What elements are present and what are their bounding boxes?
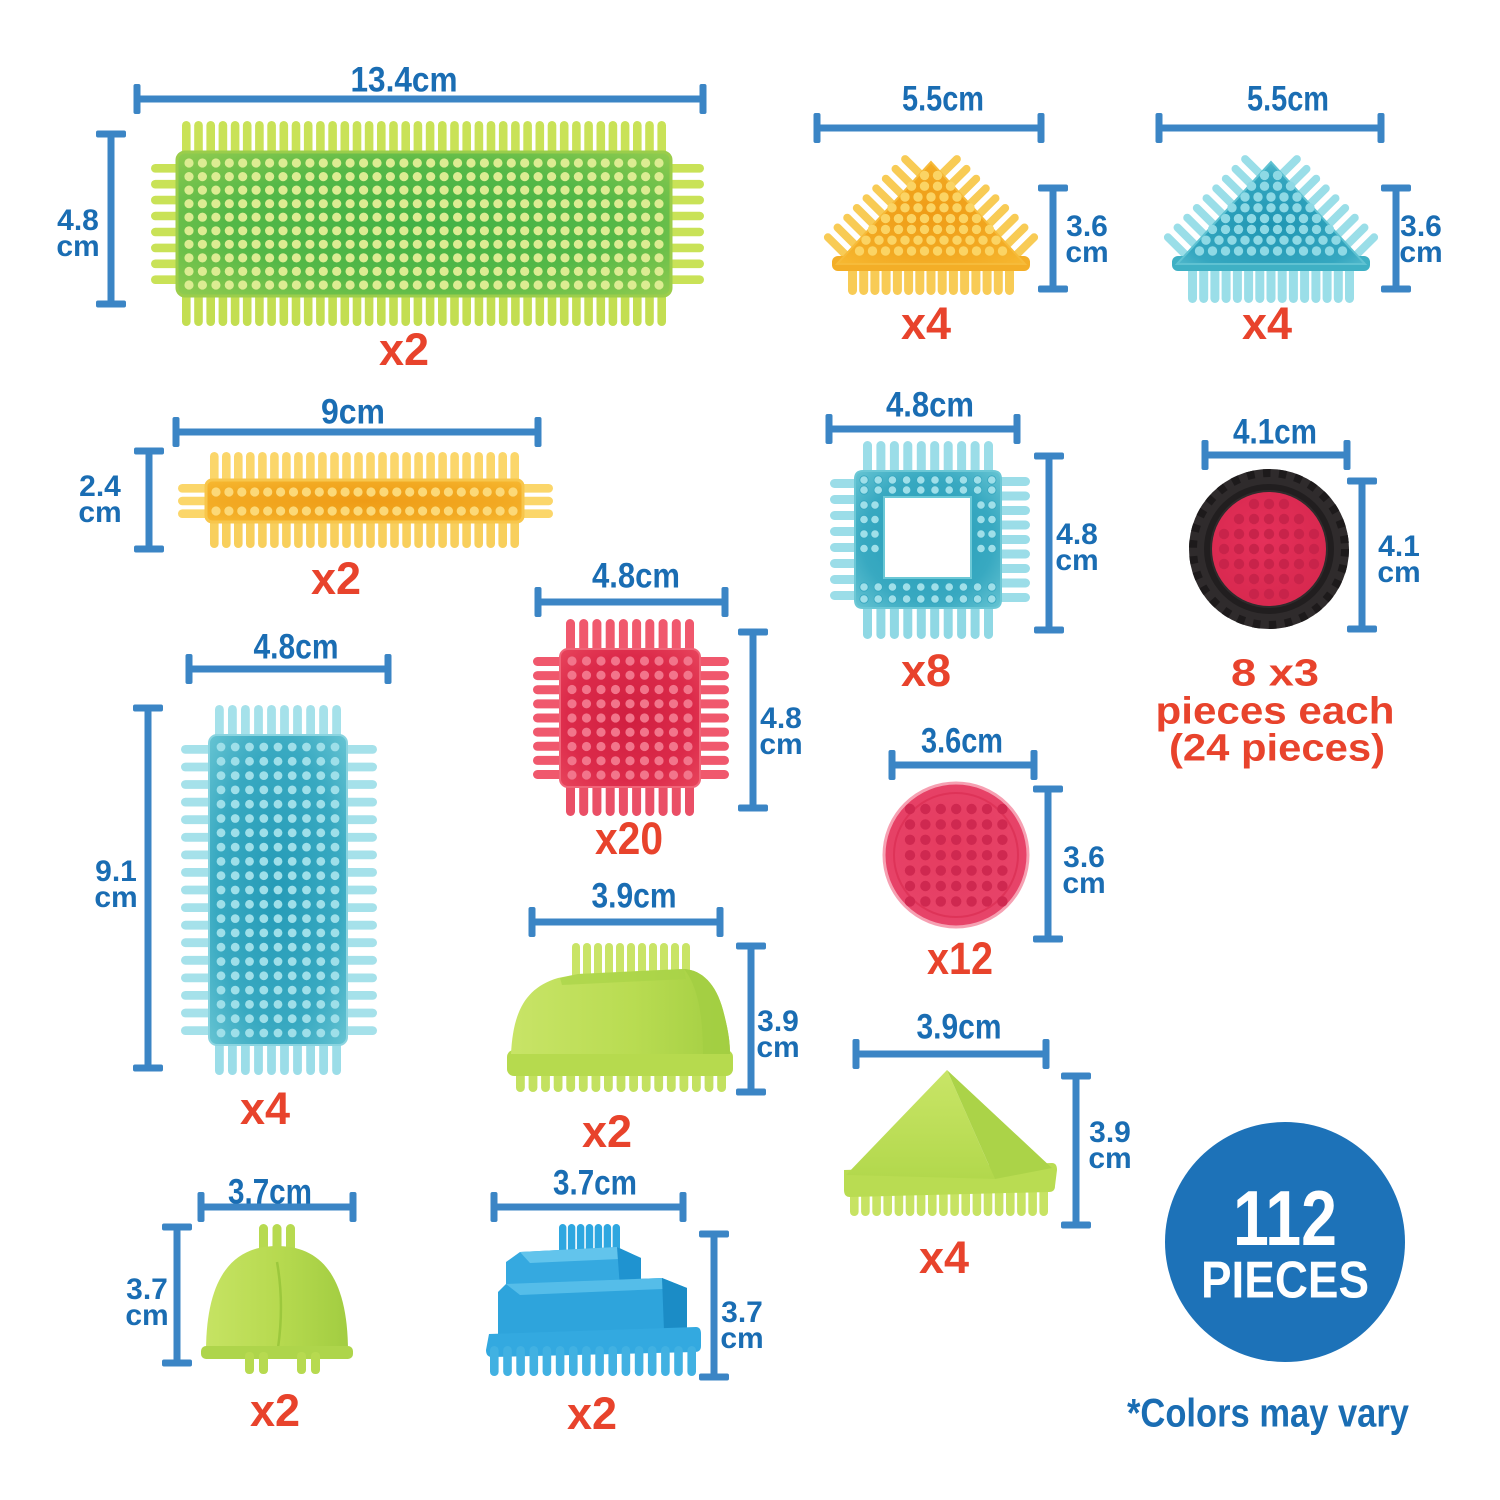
svg-text:3.6: 3.6 bbox=[1400, 210, 1442, 243]
svg-text:x2: x2 bbox=[582, 1106, 632, 1157]
svg-text:112: 112 bbox=[1233, 1174, 1337, 1262]
svg-text:4.8cm: 4.8cm bbox=[886, 386, 974, 425]
svg-text:3.9: 3.9 bbox=[757, 1005, 799, 1038]
svg-text:*Colors may vary: *Colors may vary bbox=[1127, 1391, 1410, 1435]
svg-text:3.7: 3.7 bbox=[126, 1273, 168, 1306]
svg-text:cm: cm bbox=[1065, 236, 1108, 269]
svg-text:cm: cm bbox=[56, 230, 99, 263]
svg-text:3.7cm: 3.7cm bbox=[553, 1164, 637, 1203]
svg-text:4.1cm: 4.1cm bbox=[1233, 413, 1317, 452]
svg-text:9.1: 9.1 bbox=[95, 855, 137, 888]
svg-text:cm: cm bbox=[94, 881, 137, 914]
svg-text:x2: x2 bbox=[250, 1385, 300, 1436]
svg-text:2.4: 2.4 bbox=[79, 470, 121, 503]
svg-text:x2: x2 bbox=[311, 553, 361, 604]
svg-text:3.6cm: 3.6cm bbox=[921, 722, 1003, 761]
svg-text:4.8: 4.8 bbox=[760, 702, 802, 735]
svg-text:cm: cm bbox=[1399, 236, 1442, 269]
svg-text:x2: x2 bbox=[567, 1388, 617, 1439]
svg-text:3.6: 3.6 bbox=[1063, 841, 1105, 874]
svg-text:3.7: 3.7 bbox=[721, 1296, 763, 1329]
svg-text:cm: cm bbox=[1377, 556, 1420, 589]
svg-text:cm: cm bbox=[759, 728, 802, 761]
svg-text:13.4cm: 13.4cm bbox=[351, 61, 458, 100]
svg-text:9cm: 9cm bbox=[321, 393, 385, 432]
svg-text:4.8cm: 4.8cm bbox=[592, 557, 680, 596]
svg-text:cm: cm bbox=[78, 496, 121, 529]
svg-text:cm: cm bbox=[1088, 1142, 1131, 1175]
svg-text:3.9: 3.9 bbox=[1089, 1116, 1131, 1149]
svg-text:PIECES: PIECES bbox=[1201, 1252, 1369, 1310]
svg-text:x20: x20 bbox=[595, 813, 663, 864]
svg-text:x4: x4 bbox=[240, 1083, 290, 1134]
svg-text:x4: x4 bbox=[1242, 298, 1292, 349]
svg-text:3.6: 3.6 bbox=[1066, 210, 1108, 243]
svg-text:3.9cm: 3.9cm bbox=[592, 877, 677, 916]
svg-text:x4: x4 bbox=[901, 298, 951, 349]
svg-text:8 x3: 8 x3 bbox=[1231, 653, 1319, 695]
svg-text:x4: x4 bbox=[919, 1232, 969, 1283]
svg-text:4.8: 4.8 bbox=[57, 204, 99, 237]
svg-text:pieces each: pieces each bbox=[1156, 691, 1395, 733]
svg-text:5.5cm: 5.5cm bbox=[902, 80, 984, 119]
svg-text:cm: cm bbox=[720, 1322, 763, 1355]
svg-text:4.8: 4.8 bbox=[1056, 518, 1098, 551]
svg-text:4.1: 4.1 bbox=[1378, 530, 1420, 563]
svg-text:x8: x8 bbox=[901, 645, 951, 696]
svg-text:cm: cm bbox=[125, 1299, 168, 1332]
svg-text:cm: cm bbox=[1062, 867, 1105, 900]
svg-text:5.5cm: 5.5cm bbox=[1247, 80, 1329, 119]
svg-text:4.8cm: 4.8cm bbox=[254, 628, 339, 667]
svg-text:3.9cm: 3.9cm bbox=[917, 1008, 1002, 1047]
svg-text:x2: x2 bbox=[379, 324, 429, 375]
svg-text:(24 pieces): (24 pieces) bbox=[1169, 728, 1385, 770]
svg-text:cm: cm bbox=[756, 1031, 799, 1064]
svg-text:x12: x12 bbox=[927, 933, 993, 984]
svg-text:cm: cm bbox=[1055, 544, 1098, 577]
svg-text:3.7cm: 3.7cm bbox=[228, 1173, 312, 1212]
